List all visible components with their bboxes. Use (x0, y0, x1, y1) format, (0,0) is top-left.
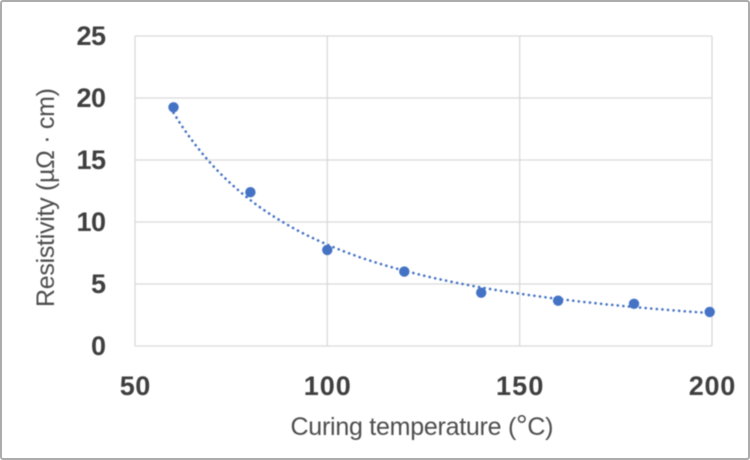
svg-text:Resistivity (µΩ · cm): Resistivity (µΩ · cm) (32, 88, 60, 307)
svg-text:20: 20 (77, 83, 107, 113)
svg-text:100: 100 (304, 371, 351, 401)
svg-text:50: 50 (120, 371, 151, 401)
svg-text:Curing temperature (°C): Curing temperature (°C) (291, 410, 554, 442)
svg-text:15: 15 (77, 145, 107, 175)
svg-text:200: 200 (689, 371, 736, 401)
svg-text:5: 5 (91, 269, 106, 299)
svg-text:10: 10 (77, 207, 107, 237)
svg-text:0: 0 (91, 331, 106, 361)
svg-text:25: 25 (77, 21, 107, 51)
svg-text:150: 150 (496, 371, 544, 401)
